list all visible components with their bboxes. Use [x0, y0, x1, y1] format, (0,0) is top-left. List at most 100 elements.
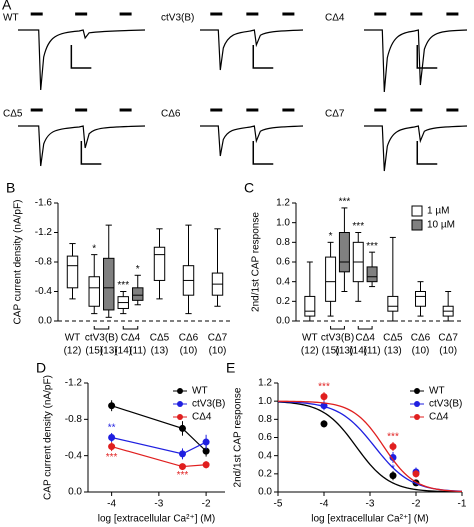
- scale-bar: [70, 45, 92, 69]
- legend-marker: [177, 414, 183, 420]
- significance: ***: [318, 382, 330, 393]
- point: [108, 402, 116, 410]
- x-tick-label: CΔ7: [208, 333, 228, 344]
- trace: [200, 125, 304, 157]
- legend-label: WT: [429, 386, 445, 397]
- panel-label: A: [2, 0, 12, 13]
- y-tick-label: 0.0: [258, 487, 272, 498]
- x-tick-label: WT: [302, 333, 318, 344]
- legend-swatch: [411, 219, 423, 231]
- y-tick-label: 0.8: [258, 414, 272, 425]
- legend-label: CΔ4: [429, 412, 449, 423]
- legend-marker: [177, 388, 183, 394]
- trace: [200, 29, 304, 71]
- legend-label: ctV3(B): [192, 399, 225, 410]
- scale-bar: [416, 141, 438, 165]
- y-tick-label: -1.2: [35, 227, 53, 238]
- y-tick-label: 0.8: [276, 237, 290, 248]
- point: [389, 453, 397, 461]
- significance: *: [136, 264, 140, 275]
- trace-label: CΔ7: [325, 109, 345, 120]
- n-label: (11): [129, 346, 146, 357]
- point: [320, 402, 328, 410]
- y-tick-label: 0.4: [276, 276, 290, 287]
- fit-curve: [277, 401, 463, 493]
- point: [108, 443, 116, 451]
- box: [88, 276, 100, 307]
- y-tick-label: 0.6: [258, 432, 272, 443]
- significance: *: [391, 464, 395, 475]
- legend-swatch: [411, 205, 423, 217]
- box: [387, 295, 399, 312]
- n-label: (10): [439, 346, 457, 357]
- trace-label: CΔ5: [3, 109, 23, 120]
- legend-label: 1 µM: [427, 206, 449, 217]
- n-label: (11): [364, 346, 381, 357]
- x-tick-label: CΔ6: [179, 333, 199, 344]
- x-tick-label: -1: [458, 499, 467, 510]
- x-tick-label: CΔ7: [438, 333, 458, 344]
- y-tick-label: 0.0: [276, 316, 290, 327]
- panel-label: D: [36, 360, 46, 376]
- bracket: [122, 326, 139, 330]
- x-tick-label: CΔ4: [121, 333, 141, 344]
- x-tick-label: CΔ4: [355, 333, 375, 344]
- y-tick-label: 0.2: [258, 468, 272, 479]
- y-axis-title: CAP current density (nA/pF): [13, 200, 24, 325]
- x-tick-label: -5: [274, 499, 283, 510]
- y-tick-label: -0.8: [65, 414, 83, 425]
- y-tick-label: 0.2: [276, 296, 290, 307]
- n-label: (14): [114, 346, 132, 357]
- significance: ***: [177, 470, 189, 481]
- x-tick-label: -4: [107, 499, 116, 510]
- box: [103, 257, 115, 311]
- x-tick-label: -2: [412, 499, 421, 510]
- n-label: (14): [349, 346, 367, 357]
- n-label: (15): [85, 346, 103, 357]
- x-axis-title: log [extracellular Ca²⁺] (M): [311, 514, 429, 525]
- box: [304, 295, 316, 317]
- n-label: (13): [100, 346, 118, 357]
- trace-label: WT: [3, 13, 19, 24]
- trace: [18, 125, 146, 167]
- y-tick-label: 1.2: [276, 198, 290, 209]
- point: [202, 447, 210, 455]
- fit-curve: [277, 400, 463, 493]
- y-tick-label: 1.0: [258, 396, 272, 407]
- significance: ***: [366, 241, 378, 252]
- y-tick-label: -1.2: [65, 378, 83, 389]
- scale-bar: [416, 45, 438, 69]
- trace: [364, 29, 468, 93]
- significance: ***: [339, 197, 351, 208]
- point: [178, 450, 186, 458]
- box: [415, 291, 426, 307]
- box: [132, 287, 144, 301]
- legend-marker: [177, 401, 183, 407]
- point: [202, 461, 210, 469]
- trace-label: CΔ4: [325, 13, 345, 24]
- n-label: (12): [301, 346, 319, 357]
- y-tick-label: -0.8: [35, 257, 53, 268]
- point: [178, 424, 186, 432]
- point: [412, 470, 420, 478]
- bracket: [93, 326, 110, 330]
- point: [389, 443, 397, 451]
- n-label: (13): [384, 346, 402, 357]
- trace-label: CΔ6: [161, 109, 181, 120]
- legend-label: WT: [192, 386, 208, 397]
- x-tick-label: ctV3(B): [85, 333, 118, 344]
- significance: **: [108, 423, 116, 434]
- n-label: (10): [209, 346, 227, 357]
- box: [325, 256, 337, 302]
- panel-label: E: [226, 360, 235, 376]
- y-tick-label: 0.0: [38, 316, 52, 327]
- significance: ***: [117, 280, 129, 291]
- significance: *: [329, 231, 333, 242]
- significance: ***: [106, 452, 118, 463]
- legend-marker: [414, 388, 420, 394]
- x-tick-label: WT: [65, 333, 81, 344]
- n-label: (13): [151, 346, 169, 357]
- x-tick-label: CΔ5: [150, 333, 170, 344]
- y-axis-title: 2nd/1st CAP response: [251, 212, 262, 312]
- legend-marker: [414, 401, 420, 407]
